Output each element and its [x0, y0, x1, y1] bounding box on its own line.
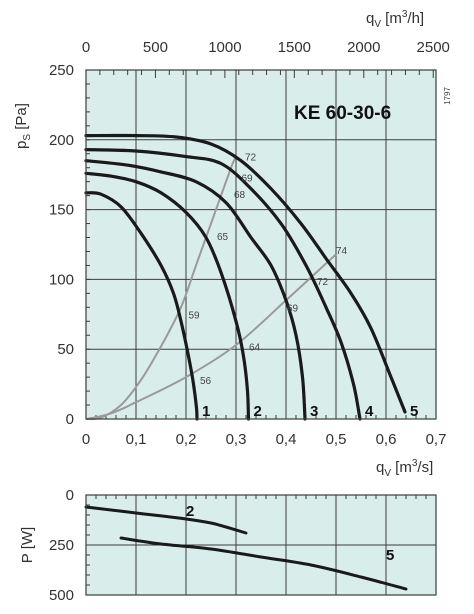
curve-label-1: 1 — [202, 403, 210, 420]
x-tick-label: 0,7 — [426, 431, 447, 448]
power-curve-2 — [84, 505, 248, 535]
x-tick-label: 0,3 — [226, 431, 247, 448]
pressure-curve-3 — [84, 159, 307, 421]
efficiency-label: 74 — [336, 246, 348, 257]
main-plot-frame — [85, 69, 437, 420]
power-y-axis-label: P [W] — [19, 527, 36, 563]
power-curve-labels: 25 — [186, 503, 394, 564]
power-curve-5 — [119, 536, 408, 591]
chart-title: KE 60-30-6 — [294, 103, 391, 124]
y-tick-label: 0 — [66, 411, 74, 428]
x2-tick-label: 2500 — [417, 39, 450, 56]
curve-label-4: 4 — [365, 403, 374, 420]
efficiency-label: 72 — [317, 277, 329, 288]
x2-tick-label: 2000 — [347, 39, 380, 56]
main-plot-area — [86, 70, 436, 419]
x2-tick-label: 500 — [143, 39, 168, 56]
x-tick-label: 0,2 — [176, 431, 197, 448]
power-y-tick-label: 250 — [49, 537, 74, 554]
x2-tick-label: 0 — [82, 39, 90, 56]
power-tick-labels: 0 250 500 — [49, 487, 74, 604]
curve-labels: 1 2 3 4 5 — [202, 403, 418, 420]
efficiency-label: 69 — [287, 303, 299, 314]
curve-label-5: 5 — [410, 403, 418, 420]
y-tick-label: 250 — [49, 62, 74, 79]
efficiency-label: 69 — [242, 173, 254, 184]
top-x-axis-label: qV [m3/h] — [366, 9, 424, 30]
power-minor-ticks — [85, 494, 437, 596]
efficiency-label: 68 — [234, 190, 246, 201]
efficiency-label: 65 — [217, 232, 229, 243]
x-tick-label: 0 — [82, 431, 90, 448]
x-tick-label: 0,5 — [326, 431, 347, 448]
curve-label-3: 3 — [310, 403, 318, 420]
pressure-curve-1 — [84, 191, 199, 421]
power-curve-label-2: 2 — [186, 503, 194, 520]
efficiency-label: 59 — [189, 310, 201, 321]
pressure-curve-2 — [84, 171, 251, 421]
power-plot-frame — [85, 494, 437, 596]
efficiency-label: 56 — [200, 376, 212, 387]
curve-label-2: 2 — [254, 403, 262, 420]
power-grid — [86, 495, 436, 595]
power-y-tick-label: 500 — [49, 587, 74, 604]
y-tick-label: 100 — [49, 271, 74, 288]
x-tick-label: 0,1 — [126, 431, 147, 448]
y-tick-label: 200 — [49, 132, 74, 149]
y-tick-label: 150 — [49, 202, 74, 219]
x-tick-label: 0,6 — [376, 431, 397, 448]
main-tick-labels: 0 0,1 0,2 0,3 0,4 0,5 0,6 0,70 500 1000 1500 2000 25… — [49, 39, 450, 448]
power-y-tick-label: 0 — [66, 487, 74, 504]
chart-code: 1797 — [443, 87, 452, 105]
power-curve-label-5: 5 — [386, 547, 394, 564]
efficiency-label: 72 — [245, 153, 257, 164]
efficiency-label: 64 — [249, 342, 261, 353]
bottom-x-axis-label: qV [m3/s] — [376, 458, 433, 479]
x2-tick-label: 1000 — [208, 39, 241, 56]
y-tick-label: 50 — [57, 341, 74, 358]
efficiency-labels: 72 69 68 65 59 64 56 74 72 69 — [189, 153, 348, 387]
x-tick-label: 0,4 — [276, 431, 297, 448]
main-grid — [86, 70, 436, 419]
pressure-curves — [84, 133, 407, 421]
power-curves — [84, 505, 408, 591]
pressure-curve-5 — [84, 133, 407, 414]
pressure-curve-4 — [84, 148, 362, 421]
y-axis-label: pS [Pa] — [13, 103, 33, 149]
x2-tick-label: 1500 — [278, 39, 311, 56]
